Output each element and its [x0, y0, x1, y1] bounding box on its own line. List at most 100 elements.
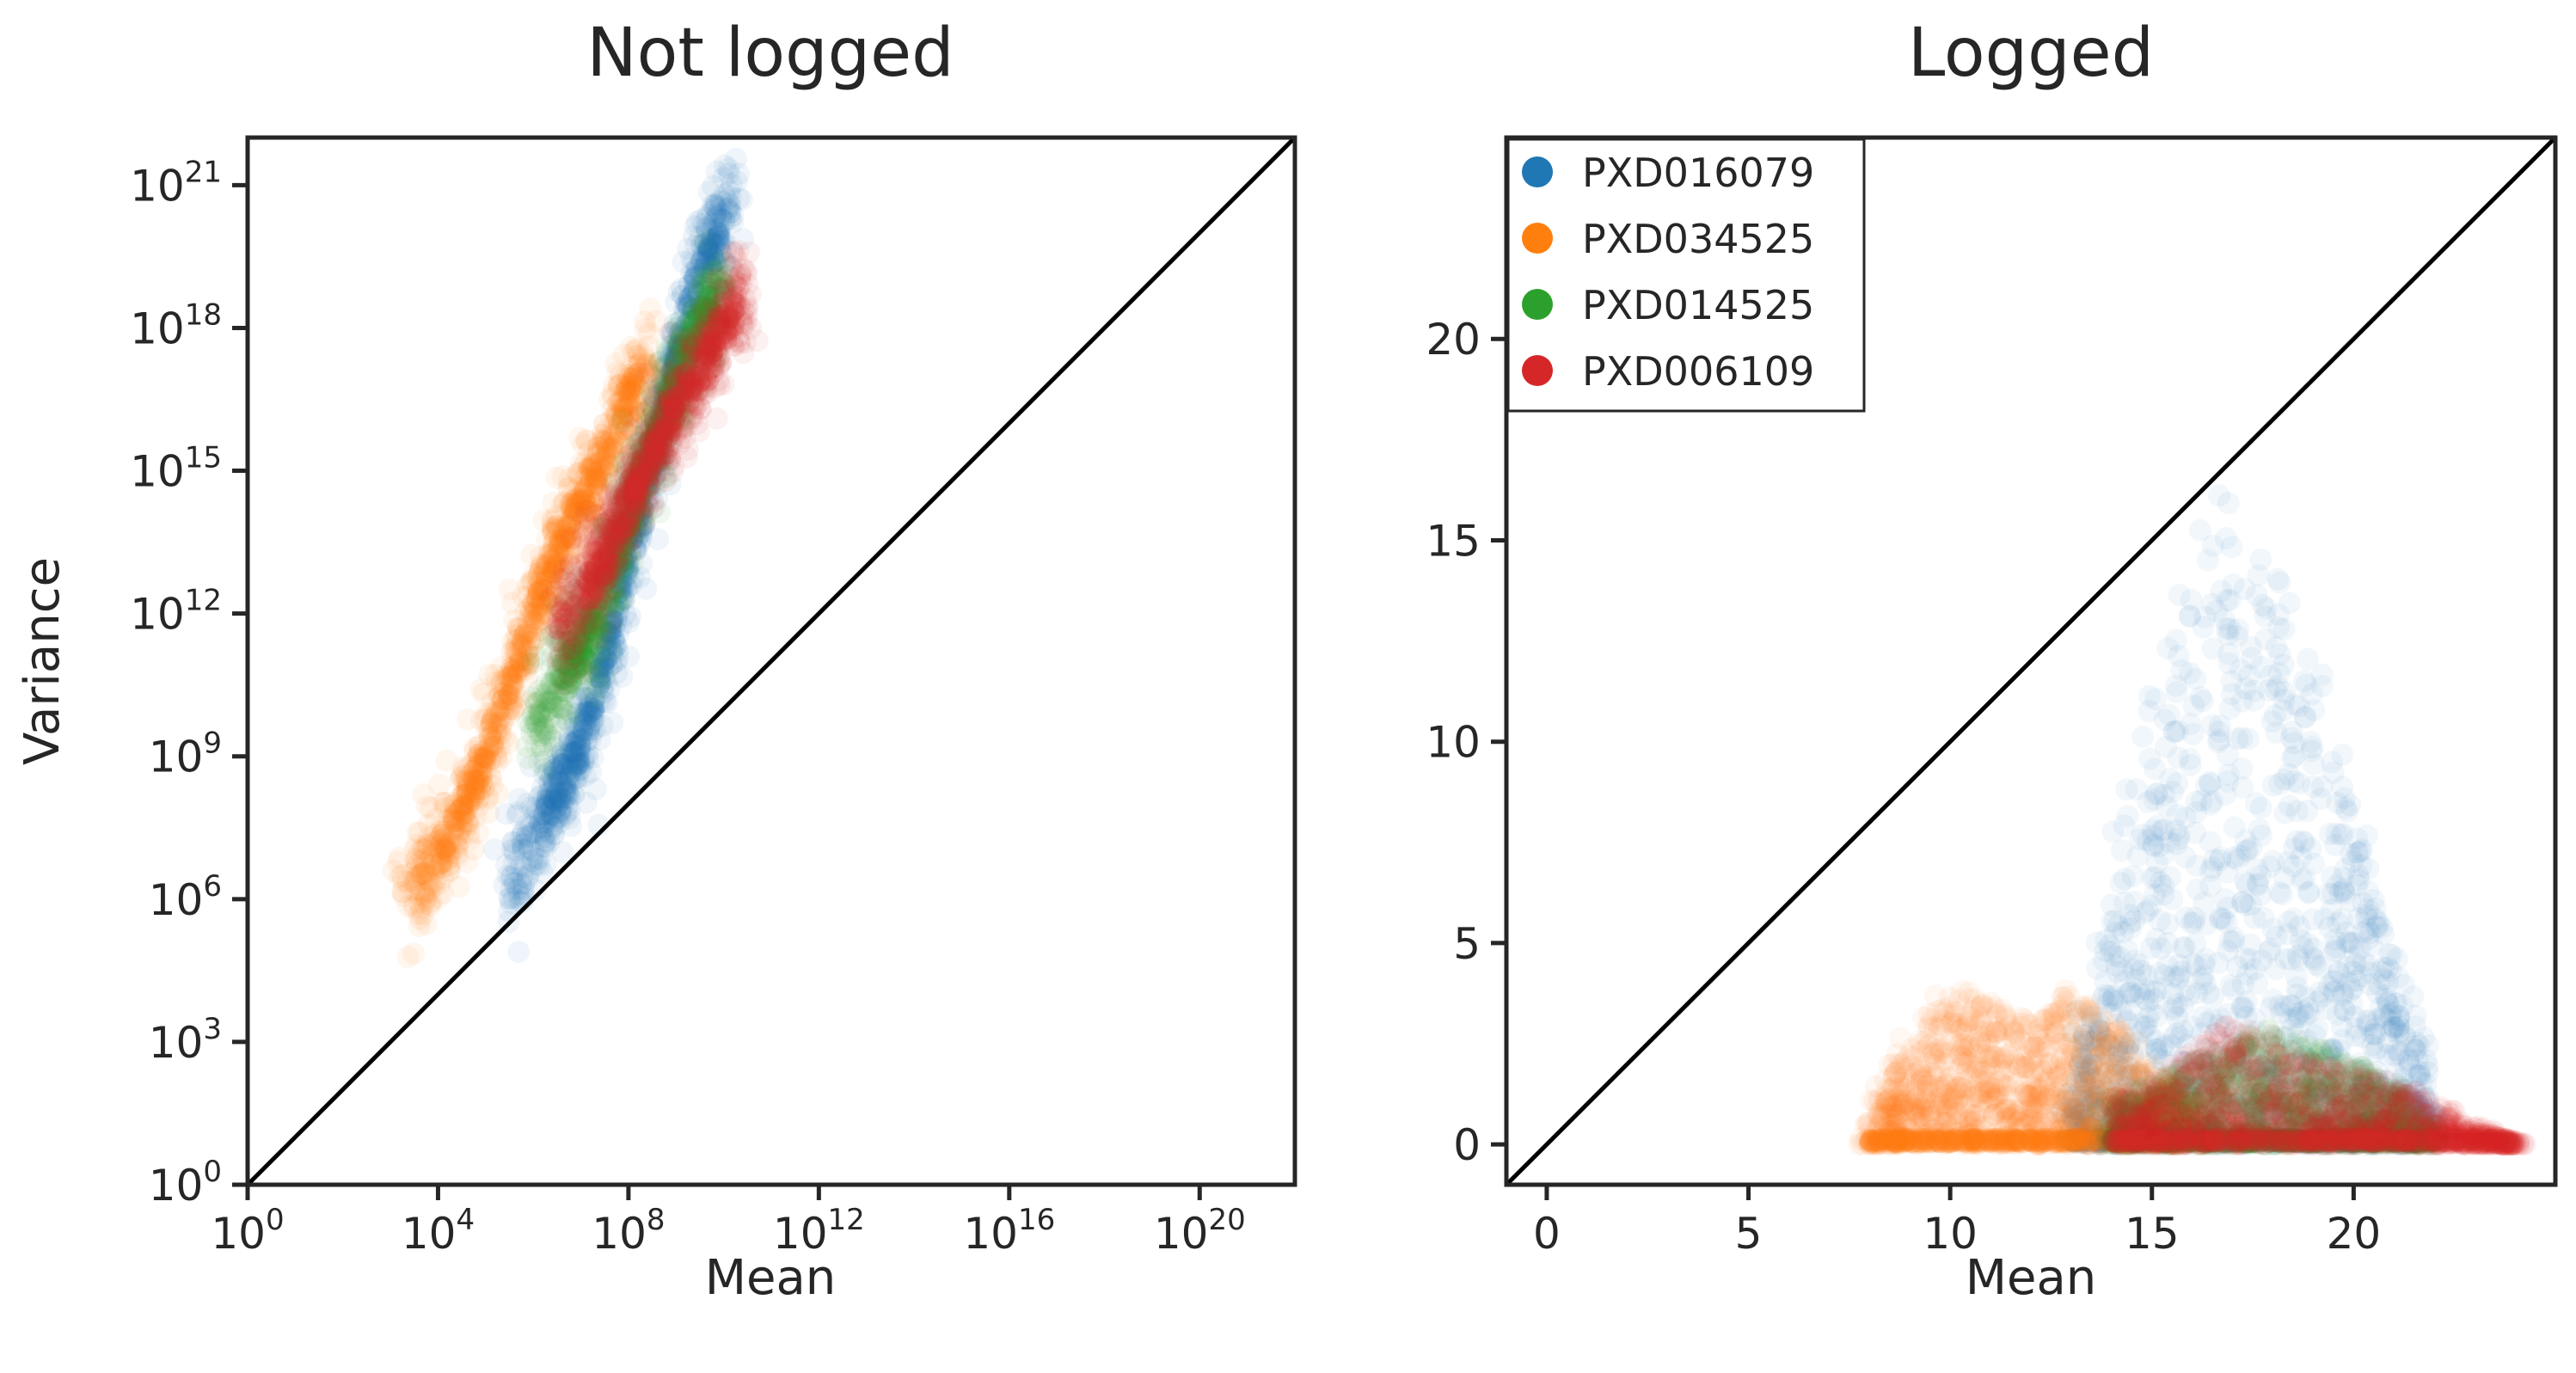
data-point — [512, 837, 534, 861]
data-point — [537, 809, 559, 831]
data-point — [634, 482, 655, 504]
data-point — [715, 239, 738, 262]
data-point — [472, 760, 494, 782]
data-point — [418, 834, 440, 857]
data-point — [445, 802, 466, 824]
data-point — [578, 687, 599, 708]
data-point — [655, 426, 678, 450]
data-point — [617, 383, 639, 405]
data-point — [535, 795, 556, 817]
data-point — [583, 442, 605, 465]
data-point — [494, 665, 517, 688]
data-point — [598, 647, 619, 669]
data-point — [507, 941, 531, 964]
data-point — [675, 357, 698, 380]
data-point — [496, 665, 519, 688]
data-point — [584, 473, 607, 496]
data-point — [631, 358, 654, 381]
data-point — [454, 795, 475, 816]
data-point — [661, 324, 684, 347]
data-point — [563, 501, 585, 523]
data-point — [648, 408, 672, 432]
data-point — [531, 601, 555, 624]
data-point — [642, 456, 664, 477]
data-point — [702, 246, 725, 269]
data-point — [567, 506, 589, 527]
data-point — [571, 751, 594, 775]
data-point — [687, 285, 710, 308]
data-point — [625, 530, 648, 554]
data-point — [566, 736, 587, 757]
data-point — [457, 813, 481, 837]
data-point — [533, 561, 555, 582]
data-point — [537, 542, 561, 565]
data-point — [580, 500, 603, 524]
data-point — [514, 650, 536, 671]
data-point — [562, 758, 584, 780]
data-point — [571, 491, 592, 512]
data-point — [612, 343, 635, 366]
data-point — [655, 385, 678, 408]
data-point — [2156, 636, 2180, 659]
data-point — [438, 831, 461, 855]
data-point — [707, 224, 730, 248]
data-point — [644, 414, 665, 435]
data-point — [587, 467, 609, 488]
data-point — [480, 712, 503, 734]
data-point — [549, 763, 573, 786]
data-point — [650, 431, 673, 454]
data-point — [603, 450, 626, 473]
data-point — [668, 339, 690, 360]
data-point — [558, 732, 580, 753]
data-point — [641, 395, 664, 419]
data-point — [473, 775, 495, 798]
data-point — [466, 754, 488, 775]
data-point — [678, 336, 701, 359]
data-point — [417, 813, 440, 837]
data-point — [569, 451, 592, 475]
data-point — [579, 702, 601, 725]
data-point — [670, 353, 691, 375]
data-point — [700, 239, 721, 261]
data-point — [618, 553, 639, 574]
data-point — [580, 451, 604, 475]
data-point — [453, 804, 475, 825]
data-point — [396, 946, 420, 969]
data-point — [510, 865, 533, 888]
data-point — [632, 514, 655, 537]
data-point — [703, 239, 725, 261]
data-point — [399, 879, 421, 902]
data-point — [635, 577, 658, 600]
data-point — [557, 769, 580, 792]
data-point — [488, 705, 512, 728]
data-point — [616, 546, 637, 567]
data-point — [528, 601, 551, 624]
data-point — [549, 804, 573, 827]
data-point — [626, 480, 649, 503]
data-point — [612, 399, 634, 420]
data-point — [621, 363, 644, 385]
data-point — [552, 544, 575, 567]
data-point — [435, 749, 458, 772]
data-point — [470, 779, 492, 800]
data-point — [561, 513, 582, 535]
left-series-PXD034525 — [382, 297, 668, 969]
data-point — [509, 647, 532, 669]
data-point — [482, 721, 504, 743]
data-point — [717, 157, 740, 181]
data-point — [595, 449, 616, 470]
data-point — [529, 821, 552, 844]
data-point — [469, 745, 492, 769]
data-point — [713, 229, 736, 252]
data-point — [598, 442, 620, 463]
data-point — [490, 712, 513, 735]
data-point — [618, 372, 640, 394]
data-point — [468, 735, 489, 757]
data-point — [662, 351, 685, 373]
data-point — [624, 473, 647, 496]
data-point — [670, 325, 691, 346]
data-point — [539, 574, 561, 596]
data-point — [637, 487, 659, 511]
data-point — [513, 622, 535, 644]
data-point — [641, 497, 664, 520]
